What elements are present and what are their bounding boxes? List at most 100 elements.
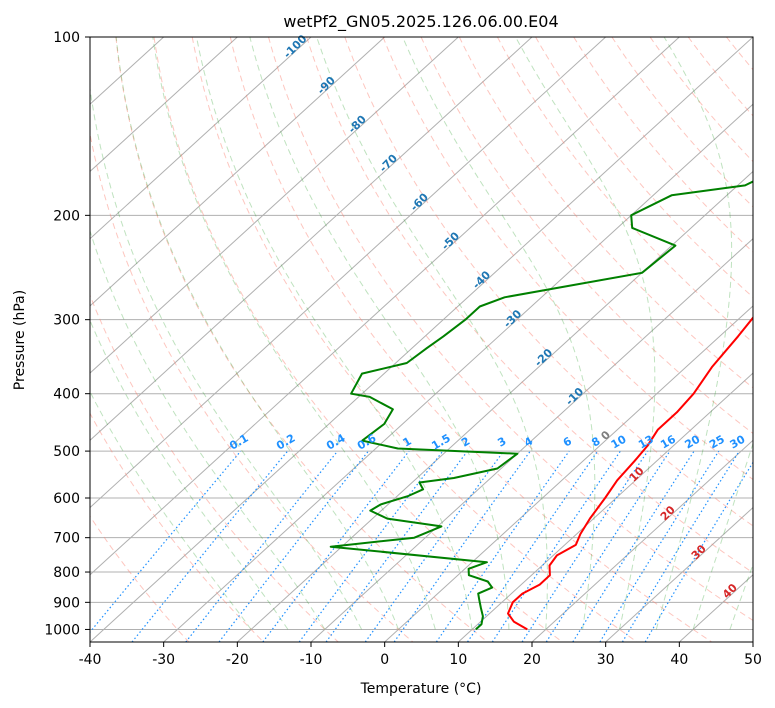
dry-adiabat [726,37,753,71]
moist-adiabat [90,229,326,630]
y-tick-label: 100 [53,30,80,46]
y-axis: 100 200 300 400 500 600 700 800 900 1000 [44,30,90,638]
mixing-ratio-line [572,450,695,642]
isotherm-label: -60 [408,190,431,213]
y-tick-label: 400 [53,387,80,403]
moist-adiabat [152,37,436,630]
x-tick-label: 40 [670,652,688,668]
x-tick-label: -30 [152,652,175,668]
dry-adiabat [90,293,339,642]
dry-adiabat [229,37,712,642]
isotherm-line [163,103,753,642]
isotherm-label: 40 [720,581,740,601]
isotherm-line [457,372,753,642]
isotherm-label: -70 [377,151,400,174]
y-axis-label: Pressure (hPa) [12,290,28,390]
background-lines [90,37,775,642]
isotherm-line [90,37,753,642]
moist-adiabat [249,37,510,630]
dry-adiabat [420,37,753,435]
dry-adiabat [306,37,753,574]
moist-adiabat [90,319,289,630]
mixing-ratio-line [90,450,242,634]
mixing-ratio-line [393,450,531,642]
mixing-ratio-line [621,450,740,642]
moist-adiabat [90,390,252,630]
mixing-ratio-line [435,450,570,642]
dry-adiabat [191,37,638,642]
dry-adiabat [496,37,753,344]
isotherm-label: 30 [689,542,709,562]
y-tick-label: 300 [53,313,80,329]
mixing-ratio-label: 16 [658,432,678,451]
dry-adiabat [115,37,488,642]
dry-adiabat [268,37,753,622]
isotherm-line [531,439,753,642]
x-tick-label: 20 [523,652,541,668]
isotherm-line [90,37,607,509]
isotherm-label: -10 [563,385,586,408]
mixing-ratio-label: 0.4 [324,431,348,452]
y-tick-label: 700 [53,531,80,547]
dry-adiabat [382,37,753,481]
isotherm-line [90,37,459,374]
isotherm-label: -50 [439,229,462,252]
dry-adiabat [153,37,563,642]
mixing-ratio-line [218,450,369,642]
isotherm-label: -80 [346,113,369,136]
isotherm-line [90,37,238,173]
isotherm-line [605,506,753,642]
isotherm-label: -90 [315,74,338,97]
moist-adiabat [655,37,733,630]
mixing-ratio-label: 25 [707,433,727,452]
isotherm-line [310,237,753,642]
isotherm-label: -100 [281,32,310,61]
mixing-ratio-line [364,450,505,642]
moist-adiabat [115,37,399,630]
mixing-ratio-line [131,450,289,642]
temperature-line [507,316,753,631]
moist-adiabat [316,37,548,630]
isotherm-label: -40 [470,268,493,291]
mixing-ratio-line [599,450,720,642]
moist-adiabat [196,37,473,630]
dry-adiabat [90,131,414,642]
dry-adiabat [649,37,753,163]
mixing-ratio-label: 6 [561,434,574,449]
moist-adiabat [515,37,656,630]
plot-frame [89,36,754,643]
mixing-ratio-label: 3 [495,435,508,450]
y-tick-label: 200 [53,208,80,224]
y-tick-label: 1000 [44,622,80,638]
mixing-ratio-line [467,450,599,642]
y-tick-label: 600 [53,491,80,507]
moist-adiabat [90,85,363,630]
moist-adiabat [729,563,753,630]
isotherm-line [752,641,753,642]
isotherm-label: 20 [658,503,678,523]
x-tick-label: 50 [744,652,762,668]
moist-adiabat [692,441,753,630]
dry-adiabat [535,37,753,298]
dry-adiabat [344,37,753,527]
dry-adiabat [765,37,775,642]
y-tick-label: 800 [53,565,80,581]
isotherm-line [90,37,680,576]
isotherm-label: -30 [501,307,524,330]
isotherm-line [90,37,386,307]
chart-title: wetPf2_GN05.2025.126.06.00.E04 [283,12,558,32]
mixing-ratio-line [545,450,671,642]
mixing-ratio-line [298,450,444,642]
mixing-ratio-label: 0.2 [274,432,297,453]
x-axis: -40 -30 -20 -10 0 10 20 30 40 50 [79,642,762,668]
dry-adiabat [90,412,264,642]
x-tick-label: -40 [79,652,102,668]
mixing-ratio-label: 1 [401,435,414,450]
moist-adiabat [402,37,596,630]
isotherm-line [384,305,753,642]
x-tick-label: -10 [300,652,323,668]
x-tick-label: 30 [597,652,615,668]
line-labels: 0.1 0.2 0.4 0.6 1 1.5 2 3 4 6 8 10 13 16 20 25 30-100-90… [227,32,747,601]
mixing-ratio-line [491,450,621,642]
